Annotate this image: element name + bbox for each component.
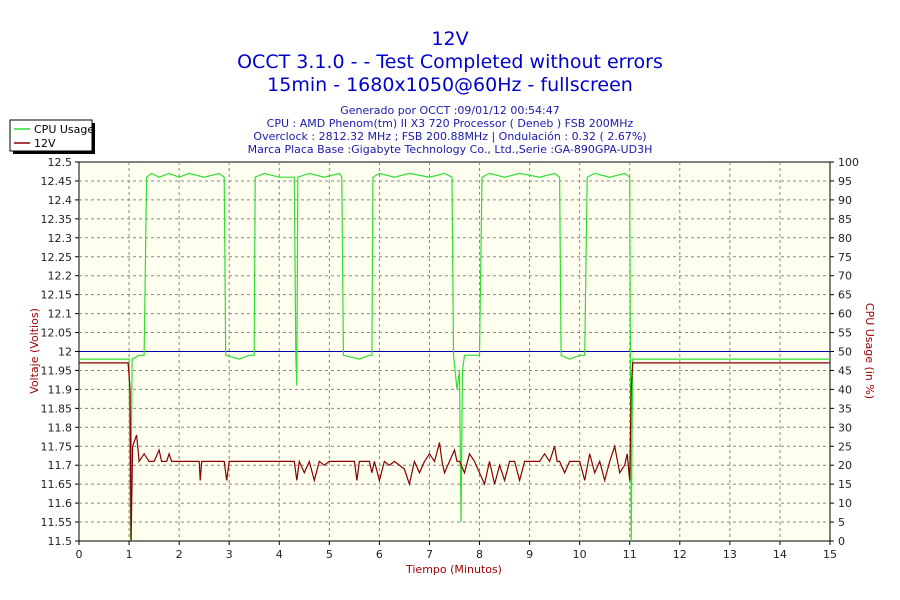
- y-left-tick-label: 12.5: [48, 156, 73, 169]
- y-left-tick-label: 11.85: [41, 402, 73, 415]
- x-tick-label: 5: [326, 548, 333, 561]
- y-right-tick-label: 45: [838, 364, 852, 377]
- x-tick-label: 14: [773, 548, 787, 561]
- series-group: [79, 172, 830, 542]
- y-left-tick-label: 12.3: [48, 232, 73, 245]
- y-left-axis-ticks: 11.5 11.55 11.6 11.65 11.7 11.75 11.8 11.85 11.9…: [41, 156, 79, 548]
- y-left-axis-label: Voltaje (Voltios): [28, 308, 41, 394]
- x-tick-label: 13: [723, 548, 737, 561]
- y-right-tick-label: 65: [838, 289, 852, 302]
- y-right-tick-label: 90: [838, 194, 852, 207]
- x-tick-label: 12: [673, 548, 687, 561]
- y-left-tick-label: 12.4: [48, 194, 73, 207]
- x-axis-label: Tiempo (Minutos): [405, 563, 502, 576]
- y-right-tick-label: 95: [838, 175, 852, 188]
- chart-title-line-3: 15min - 1680x1050@60Hz - fullscreen: [267, 74, 633, 96]
- y-right-tick-label: 80: [838, 232, 852, 245]
- x-tick-label: 6: [376, 548, 383, 561]
- chart-header: 12V OCCT 3.1.0 - - Test Completed withou…: [237, 28, 663, 156]
- info-line-motherboard: Marca Placa Base :Gigabyte Technology Co…: [248, 143, 653, 156]
- y-right-tick-label: 40: [838, 383, 852, 396]
- y-left-tick-label: 12.1: [48, 308, 73, 321]
- x-tick-label: 3: [226, 548, 233, 561]
- chart-title-line-1: 12V: [431, 28, 468, 50]
- y-right-tick-label: 100: [838, 156, 859, 169]
- y-left-tick-label: 11.8: [48, 421, 73, 434]
- y-left-tick-label: 12.05: [41, 327, 73, 340]
- series-line-cpu-usage: [79, 172, 830, 542]
- legend-box: [9, 119, 93, 152]
- x-tick-label: 8: [476, 548, 483, 561]
- y-left-tick-label: 11.6: [48, 497, 73, 510]
- y-left-tick-label: 11.5: [48, 535, 73, 548]
- y-left-tick-label: 11.7: [48, 459, 73, 472]
- y-right-tick-label: 35: [838, 402, 852, 415]
- y-left-tick-label: 12.45: [41, 175, 73, 188]
- y-left-tick-label: 12.25: [41, 251, 73, 264]
- info-line-overclock: Overclock : 2812.32 MHz ; FSB 200.88MHz …: [253, 130, 646, 143]
- x-tick-label: 2: [176, 548, 183, 561]
- y-left-tick-label: 11.75: [41, 440, 73, 453]
- y-left-tick-label: 11.9: [48, 383, 73, 396]
- info-line-cpu: CPU : AMD Phenom(tm) II X3 720 Processor…: [267, 117, 634, 130]
- x-tick-label: 1: [126, 548, 133, 561]
- y-left-tick-label: 12.15: [41, 289, 73, 302]
- y-right-tick-label: 85: [838, 213, 852, 226]
- y-right-tick-label: 55: [838, 327, 852, 340]
- y-right-axis-label: CPU Usage (in %): [863, 303, 876, 399]
- y-right-tick-label: 60: [838, 308, 852, 321]
- y-right-tick-label: 75: [838, 251, 852, 264]
- legend-label-cpu-usage: CPU Usage: [34, 123, 94, 136]
- x-axis-ticks: 0 1 2 3 4 5 6 7 8 9 10 11 12 13 14 15: [76, 541, 837, 561]
- x-tick-label: 7: [426, 548, 433, 561]
- y-left-tick-label: 11.65: [41, 478, 73, 491]
- y-right-tick-label: 10: [838, 497, 852, 510]
- y-right-tick-label: 0: [838, 535, 845, 548]
- y-right-tick-label: 30: [838, 421, 852, 434]
- x-tick-label: 11: [623, 548, 637, 561]
- y-right-tick-label: 15: [838, 478, 852, 491]
- y-left-tick-label: 11.55: [41, 516, 73, 529]
- x-tick-label: 0: [76, 548, 83, 561]
- x-tick-label: 9: [526, 548, 533, 561]
- x-tick-label: 4: [276, 548, 283, 561]
- y-right-tick-label: 5: [838, 516, 845, 529]
- series-line-12v: [79, 362, 830, 542]
- y-right-axis-ticks: 0 5 10 15 20 25 30 35 40 45 50 55 60 65 70 75 80 85 90 95 10…: [830, 156, 859, 548]
- info-line-generated: Generado por OCCT :09/01/12 00:54:47: [340, 104, 559, 117]
- x-tick-label: 10: [573, 548, 587, 561]
- chart-title-line-2: OCCT 3.1.0 - - Test Completed without er…: [237, 51, 663, 73]
- legend: CPU Usage 12V: [9, 119, 95, 154]
- y-left-tick-label: 12.2: [48, 270, 73, 283]
- y-right-tick-label: 20: [838, 459, 852, 472]
- legend-label-12v: 12V: [34, 137, 56, 150]
- x-tick-label: 15: [823, 548, 837, 561]
- y-left-tick-label: 12.35: [41, 213, 73, 226]
- y-right-tick-label: 50: [838, 346, 852, 359]
- y-right-tick-label: 25: [838, 440, 852, 453]
- y-right-tick-label: 70: [838, 270, 852, 283]
- y-left-tick-label: 12: [58, 346, 72, 359]
- y-left-tick-label: 11.95: [41, 364, 73, 377]
- grid: [79, 162, 830, 541]
